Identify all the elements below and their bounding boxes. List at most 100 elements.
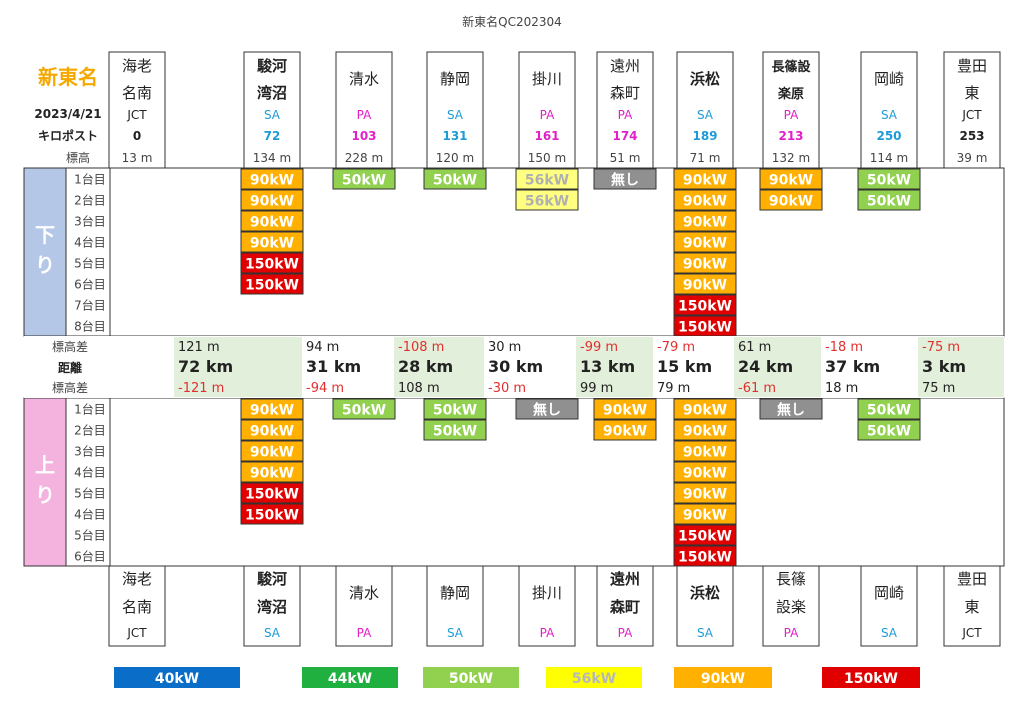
down-charger-cell [673,231,737,253]
down-slot-label: 6台目 [74,277,106,292]
up-charger-label: 90kW [250,466,294,482]
segment-shade [734,337,821,397]
legend-swatch [302,667,398,688]
down-charger-label: 90kW [769,194,813,210]
up-panel-frame [23,397,1005,567]
down-charger-label: 90kW [683,278,727,294]
up-charger-cell [515,398,579,420]
segment-elev-diff-down: -121 m [178,381,224,396]
up-charger-label: 90kW [250,403,294,419]
down-charger-label: 56kW [525,173,569,189]
segment-distance: 30 km [488,357,543,376]
footer-station-type: PA [618,626,633,640]
footer-station-name-line2: 名南 [122,598,152,616]
down-charger-label: 50kW [342,173,386,189]
station-elevation: 71 m [690,151,721,165]
segment-elev-diff-down: 99 m [580,381,613,396]
down-direction-char: 下 [35,223,55,247]
up-charger-cell [240,419,304,441]
segment-elev-diff-down: -30 m [488,381,526,396]
route-date: 2023/4/21 [34,107,101,121]
down-charger-label: 90kW [250,194,294,210]
down-slot-label: 2台目 [74,193,106,208]
station-elevation: 13 m [122,151,153,165]
station-name: 清水 [349,70,379,88]
station-elevation: 134 m [253,151,291,165]
footer-station-type: SA [697,626,714,640]
up-direction-char: 上 [35,453,55,477]
down-charger-cell [515,189,579,211]
station-name-line1: 海老 [122,57,152,75]
station-footer-box [943,565,1001,647]
station-type: SA [447,108,464,122]
down-charger-cell [857,189,921,211]
up-charger-cell [673,461,737,483]
down-direction-char: り [35,253,55,277]
station-type: PA [618,108,633,122]
down-charger-cell [240,210,304,232]
station-type: JCT [961,108,982,122]
up-charger-cell [593,419,657,441]
station-elevation: 51 m [610,151,641,165]
station-name: 岡崎 [874,70,904,88]
footer-station-type: PA [357,626,372,640]
up-charger-label: 90kW [683,445,727,461]
down-slot-label: 7台目 [74,298,106,313]
station-elevation: 150 m [528,151,566,165]
station-type: SA [881,108,898,122]
footer-station-type: SA [881,626,898,640]
up-charger-cell [240,398,304,420]
down-charger-cell [857,168,921,190]
footer-station-name-line2: 森町 [610,598,640,616]
legend-swatch [822,667,920,688]
station-kilopost: 72 [264,129,281,143]
up-charger-label: 90kW [250,445,294,461]
station-type: JCT [126,108,147,122]
down-charger-cell [240,252,304,274]
footer-station-name-line1: 遠州 [610,570,640,588]
route-name: 新東名 [38,65,98,89]
segment-distance: 24 km [738,357,793,376]
station-footer-box [426,565,484,647]
footer-station-name-line1: 豊田 [957,570,987,588]
segment-elev-diff-up: 121 m [178,340,220,355]
down-charger-label: 90kW [683,236,727,252]
segment-elev-diff-up: -18 m [825,340,863,355]
down-direction-label-box [23,167,67,337]
down-charger-cell [673,189,737,211]
up-slot-label: 3台目 [74,444,106,459]
station-name: 静岡 [440,70,470,88]
segment-shade [174,337,302,397]
legend-label: 56kW [572,671,616,687]
footer-station-name-line2: 設楽 [776,598,806,616]
segment-elev-diff-down: -94 m [306,381,344,396]
up-charger-label: 90kW [683,424,727,440]
station-name-line2: 名南 [122,84,152,102]
station-footer-box [335,565,393,647]
station-name-line1: 遠州 [610,57,640,75]
down-charger-label: 90kW [683,173,727,189]
down-charger-label: 90kW [769,173,813,189]
up-charger-cell [759,398,823,420]
up-charger-cell [240,440,304,462]
station-name-line2: 楽原 [777,86,804,102]
station-name-line2: 森町 [610,84,640,102]
station-footer-box [860,565,918,647]
up-charger-label: 50kW [867,424,911,440]
station-footer-box [518,565,576,647]
down-charger-cell [759,168,823,190]
down-charger-label: 90kW [250,215,294,231]
down-slot-label: 1台目 [74,172,106,187]
station-name-line1: 豊田 [957,57,987,75]
segment-elev-diff-down: 79 m [657,381,690,396]
legend-swatch [546,667,642,688]
up-charger-cell [673,524,737,546]
down-charger-label: 50kW [867,173,911,189]
segment-distance: 15 km [657,357,712,376]
up-charger-cell [240,503,304,525]
up-charger-label: 90kW [603,403,647,419]
station-type: PA [357,108,372,122]
down-charger-label: 90kW [250,173,294,189]
up-charger-label: 90kW [683,466,727,482]
